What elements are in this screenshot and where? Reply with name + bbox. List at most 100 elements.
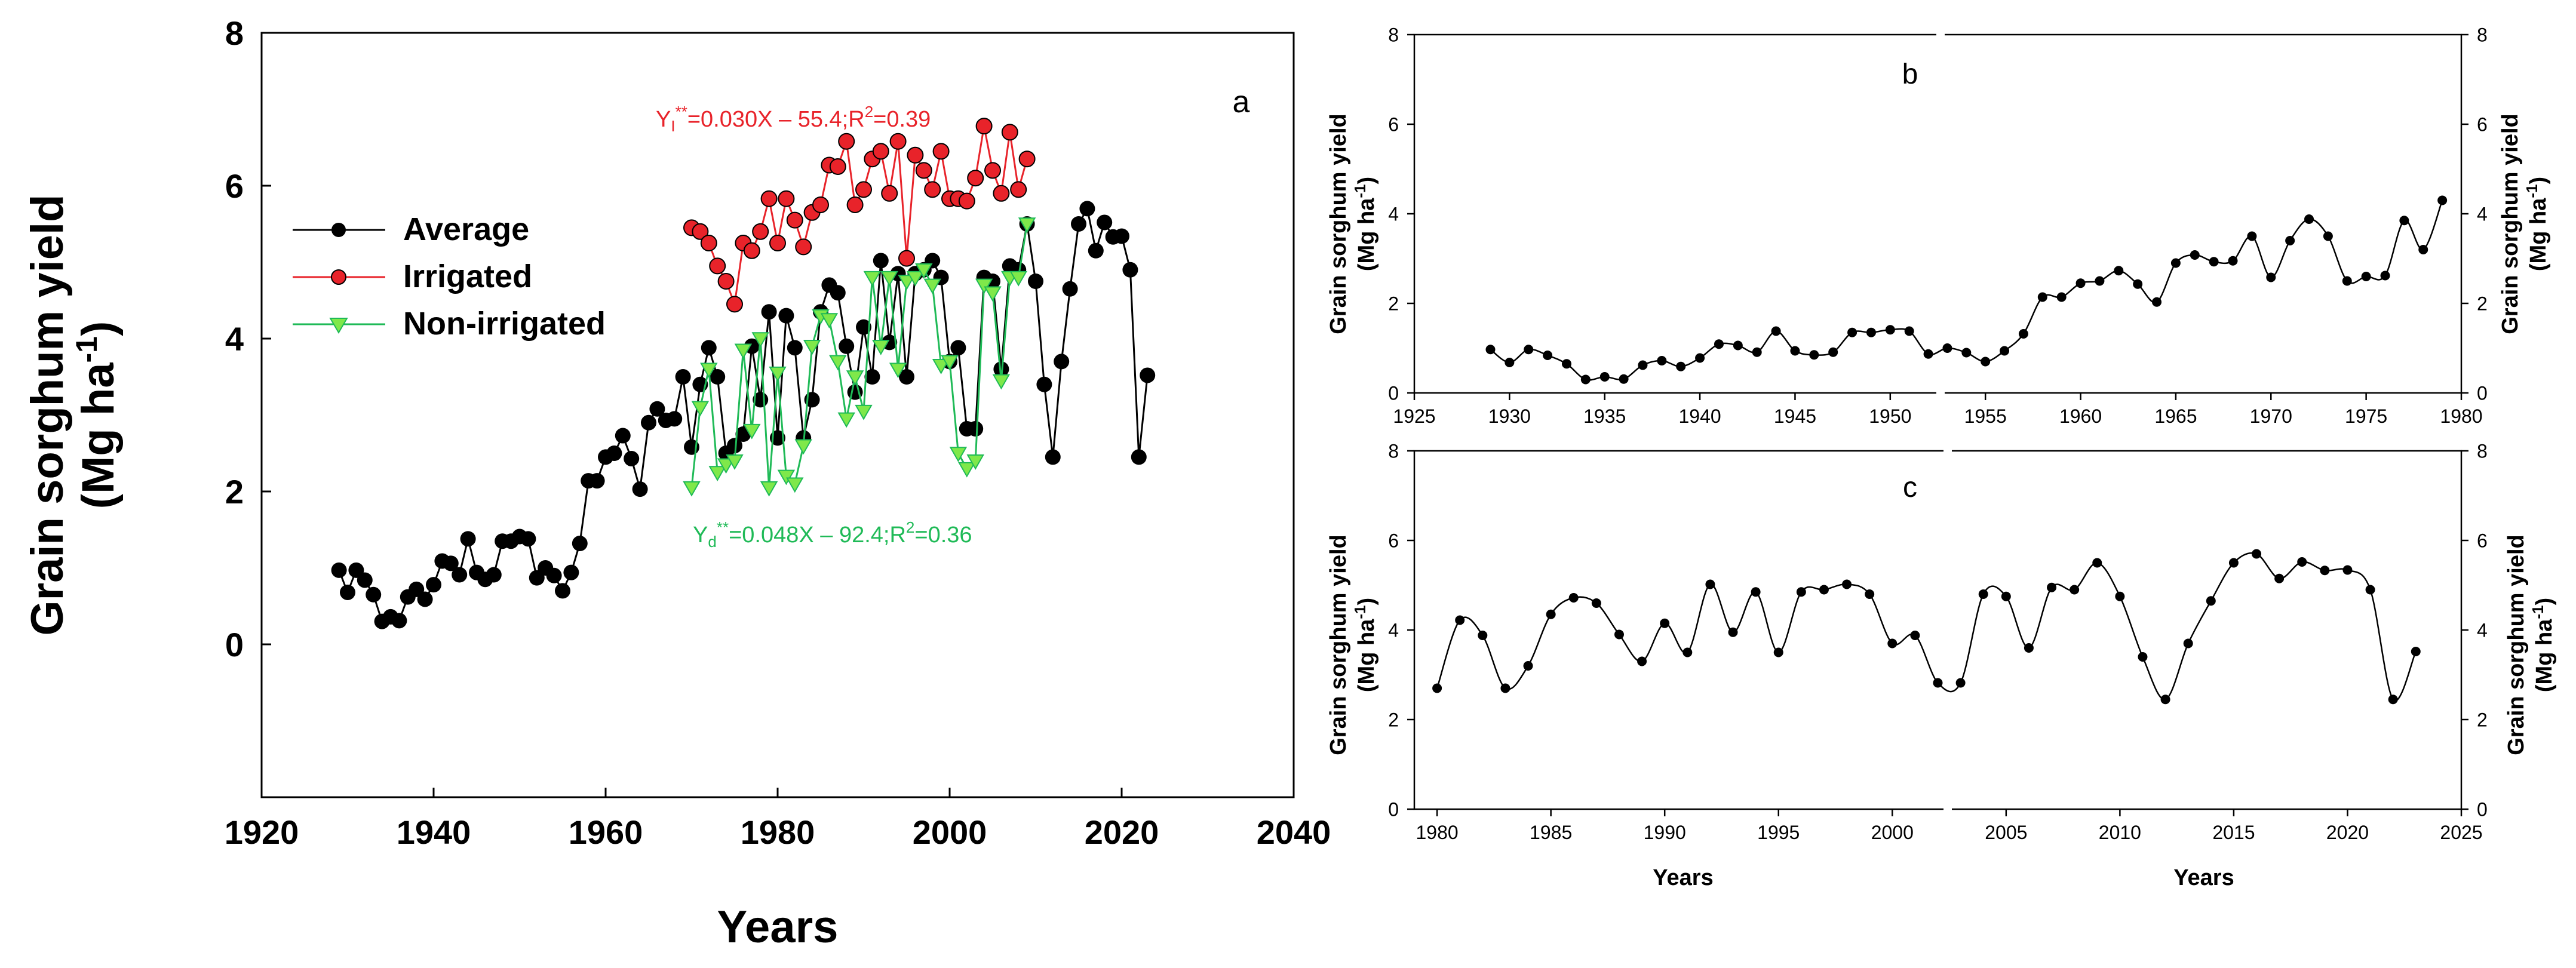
panel-a-non-irrigated-point (786, 477, 804, 493)
panel-a-average-point (968, 421, 984, 437)
panel-c-ylabel-unit: (Mg ha (1354, 619, 1379, 692)
panel-c-ylabel-close: ) (1354, 598, 1379, 606)
panel-c-average-point (1819, 585, 1829, 595)
panel-c-ylabel-right-line2: (Mg ha-1) (2529, 598, 2557, 692)
panel-a-average-point (460, 531, 476, 547)
panel-b-xtick-label: 1945 (1774, 405, 1816, 427)
panel-b-average-point (1733, 340, 1743, 351)
panel-b-average-point (2304, 214, 2314, 224)
panel-a-average-point (1131, 449, 1147, 465)
panel-b-average-point (1790, 346, 1800, 356)
panel-b-ylabel-unit: (Mg ha (1354, 198, 1379, 271)
panel-b-xtick-label: 1930 (1488, 405, 1531, 427)
panel-c-top-break (1943, 442, 1952, 460)
panel-a-irrigated-point (993, 185, 1010, 202)
panel-b-xtick-label: 1980 (2440, 405, 2482, 427)
panel-c-average-point (1955, 678, 1966, 688)
panel-c-xtick-label: 1985 (1530, 822, 1572, 843)
panel-c-xtick-label: 2025 (2440, 822, 2482, 843)
panel-b-average-point (2075, 278, 2086, 288)
panel-b-ytick-right-label: 8 (2477, 24, 2488, 46)
panel-a-non-irrigated-point (700, 362, 718, 379)
panel-a-xtick-label: 1920 (225, 813, 299, 851)
panel-b-average-point (2000, 346, 2010, 356)
panel-b-average-point (2437, 195, 2448, 205)
panel-a-average-point (830, 285, 846, 301)
panel-a-average-point (675, 369, 691, 385)
panel-b-xtick-label: 1935 (1583, 405, 1626, 427)
legend-average-marker (331, 223, 346, 237)
panel-a-average-point (1071, 216, 1086, 232)
panel-c-average-point (2047, 582, 2057, 592)
irrigated-regression-equation: YI**=0.030X – 55.4;R2=0.39 (656, 103, 931, 135)
panel-b-average-point (1847, 327, 1857, 337)
panel-a-irrigated-point (743, 242, 760, 259)
panel-b-average-point (2323, 231, 2333, 241)
panel-c-average-point (2001, 591, 2011, 601)
panel-c-ytick-label: 0 (1388, 799, 1399, 821)
panel-a-non-irrigated-point (794, 439, 812, 455)
panel-b-ytick-label: 2 (1388, 293, 1399, 315)
panel-a-average-point (1122, 262, 1138, 278)
panel-a-xlabel: Years (717, 902, 839, 952)
irrigated-eq-y: Y (656, 107, 671, 132)
panel-a-irrigated-point (778, 190, 795, 207)
panel-a-irrigated-point (760, 190, 778, 207)
panel-a-xtick-label: 2040 (1257, 813, 1331, 851)
dryland-regression-equation: Yd**=0.048X – 92.4;R2=0.36 (693, 518, 972, 551)
panel-a-average-point (391, 613, 407, 629)
panel-c-xtick-label: 2005 (1985, 822, 2027, 843)
panel-b-ylabel-right-line1: Grain sorghum yield (2498, 113, 2523, 334)
panel-b-xtick-label: 1940 (1678, 405, 1721, 427)
panel-b-ytick-label: 6 (1388, 114, 1399, 136)
panel-a-average-point (520, 531, 536, 547)
panel-b-average-point (1923, 349, 1933, 359)
panel-a-non-irrigated-point (803, 340, 821, 355)
panel-a-non-irrigated-point (863, 271, 882, 287)
panel-c-series (1432, 549, 2421, 705)
panel-a-non-irrigated-point (906, 271, 925, 287)
panel-a-average-point (357, 572, 373, 588)
panel-a-average-point (452, 567, 468, 583)
panel-b-average-point (1676, 361, 1686, 371)
panel-b-average-point (1885, 325, 1895, 335)
panel-b-average-point (1828, 347, 1838, 357)
panel-a-average-point (572, 536, 588, 552)
panel-c-average-point (1796, 587, 1806, 597)
panel-c-average-point (1478, 631, 1488, 640)
panel-b-average-point (1771, 326, 1781, 336)
panel-a-non-irrigated-point (691, 401, 710, 417)
panel-a-ylabel-sup: -1 (70, 336, 103, 362)
panel-a-non-irrigated-point (708, 466, 726, 482)
panel-c-ylabel-sup: -1 (1351, 606, 1369, 619)
dryland-eq-sup: ** (717, 518, 729, 536)
panel-c: 1980 1985 1990 1995 2000 2005 2010 2015 2020 2025… (1326, 441, 2557, 890)
legend-irrigated-marker (331, 269, 346, 285)
panel-c-average-point (1705, 579, 1715, 589)
irrigated-eq-body: =0.030X – 55.4;R (687, 107, 865, 132)
panel-a-irrigated-point (1010, 181, 1027, 198)
panel-b-average-point (1657, 356, 1667, 365)
panel-c-ylabel-right-sup: -1 (2529, 606, 2547, 619)
panel-a-irrigated-point (786, 211, 803, 229)
panel-a-irrigated-point (726, 296, 743, 313)
panel-a-ticks: 1920 1940 1960 1980 2000 2020 2040 0 2 4 6 8 (225, 14, 1331, 851)
panel-a-non-irrigated-point (1009, 271, 1027, 287)
panel-c-ticks: 1980 1985 1990 1995 2000 2005 2010 2015 2020 2025… (1388, 441, 2488, 843)
panel-a-ylabel-line1: Grain sorghum yield (22, 194, 73, 635)
panel-a-non-irrigated-point (984, 286, 1002, 302)
panel-a-non-irrigated-point (717, 458, 735, 474)
panel-a-average-point (340, 584, 355, 600)
panel-a-non-irrigated-point (734, 343, 753, 359)
irrigated-eq-sub: I (671, 117, 675, 135)
panel-b-ylabel-line2: (Mg ha-1) (1351, 177, 1379, 271)
panel-b-label: b (1902, 59, 1918, 90)
panel-a-average-point (787, 340, 803, 356)
panel-c-average-point (1614, 629, 1624, 640)
panel-a-irrigated-point (958, 192, 975, 210)
panel-c-average-point (2092, 558, 2102, 568)
panel-c-average-point (1773, 647, 1783, 657)
panel-a-non-irrigated-point (769, 366, 787, 382)
panel-a-irrigated-point (881, 185, 898, 202)
